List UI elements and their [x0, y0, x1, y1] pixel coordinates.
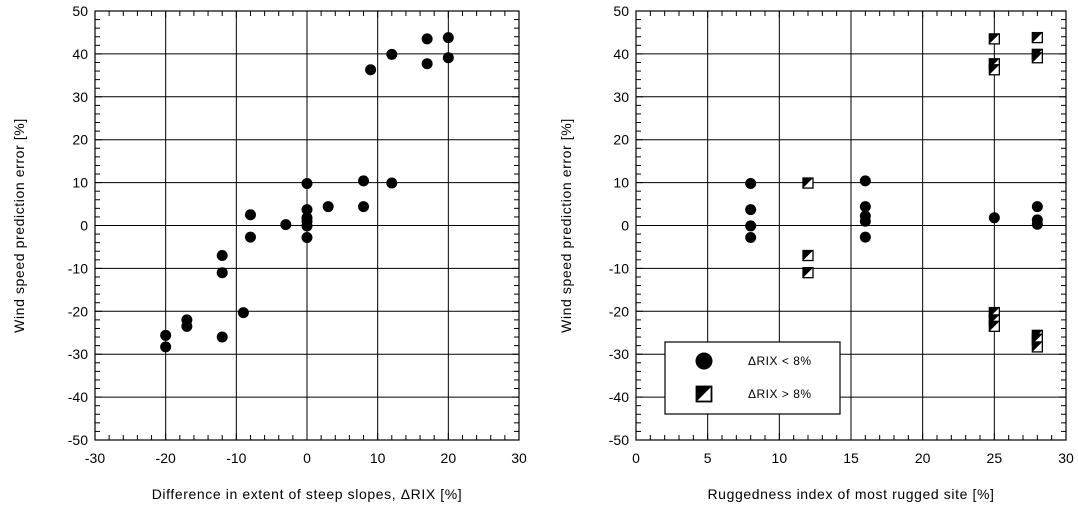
series-2 — [802, 31, 1043, 353]
data-point — [1031, 201, 1043, 213]
data-point — [160, 341, 172, 353]
y-tick-label: -30 — [68, 346, 88, 362]
legend: ΔRIX < 8% ΔRIX > 8% — [664, 341, 841, 415]
y-tick-label: 0 — [80, 218, 88, 234]
y-tick-label: -40 — [609, 389, 629, 405]
data-point — [386, 177, 398, 189]
y-axis-title: Wind speed prediction error [%] — [11, 118, 27, 333]
x-tick-label: 20 — [915, 450, 931, 466]
x-tick-label: 25 — [987, 450, 1003, 466]
legend-label: ΔRIX < 8% — [748, 354, 812, 368]
x-tick-label: 15 — [843, 450, 859, 466]
y-tick-label: 10 — [72, 175, 88, 191]
data-point — [216, 267, 228, 279]
data-point — [1031, 218, 1043, 230]
data-point — [745, 220, 757, 232]
data-point — [745, 177, 757, 189]
x-tick-label: 5 — [704, 450, 712, 466]
y-tick-label: 10 — [613, 175, 629, 191]
y-tick-label: -40 — [68, 389, 88, 405]
data-point — [244, 209, 256, 221]
legend-label: ΔRIX > 8% — [748, 387, 812, 401]
data-point — [1031, 52, 1043, 64]
data-point — [244, 231, 256, 243]
data-point — [358, 175, 370, 187]
y-tick-label: 50 — [72, 3, 88, 19]
y-tick-label: 0 — [621, 218, 629, 234]
y-tick-label: -10 — [609, 260, 629, 276]
x-tick-label: 10 — [370, 450, 386, 466]
x-axis-title: Difference in extent of steep slopes, ΔR… — [152, 486, 463, 502]
data-point — [421, 33, 433, 45]
legend-marker — [695, 352, 713, 370]
data-point — [181, 320, 193, 332]
data-point — [301, 220, 313, 232]
data-point — [988, 33, 1000, 45]
y-tick-label: 30 — [613, 89, 629, 105]
data-point — [988, 64, 1000, 76]
chart-1: -30 -20 -10 0 10 20 30 -50 -40 -30 -20 -10 0 10 20 30 40… — [11, 3, 527, 502]
x-tick-label: 30 — [511, 450, 527, 466]
x-tick-label: 0 — [632, 450, 640, 466]
y-tick-label: -50 — [68, 432, 88, 448]
data-point — [745, 204, 757, 216]
legend-box — [664, 341, 841, 415]
data-point — [745, 232, 757, 244]
x-tick-label: 0 — [303, 450, 311, 466]
data-point — [442, 52, 454, 64]
x-tick-label: -30 — [85, 450, 105, 466]
data-point — [365, 64, 377, 76]
y-tick-label: 30 — [72, 89, 88, 105]
y-tick-label: 20 — [613, 132, 629, 148]
data-point — [301, 204, 313, 216]
data-point — [859, 175, 871, 187]
x-tick-label: 20 — [441, 450, 457, 466]
data-point — [216, 331, 228, 343]
data-point — [322, 201, 334, 213]
plot-frame — [94, 10, 520, 441]
data-point — [237, 307, 249, 319]
series-1 — [745, 175, 1043, 244]
x-tick-label: 30 — [1058, 450, 1074, 466]
data-point — [802, 267, 814, 279]
chart-2: 0 5 10 15 20 25 30 -50 -40 -30 -20 -10 0 10 20 30 40 50 Ru… — [558, 3, 1074, 502]
series-1 — [160, 32, 454, 353]
x-tick-label: -10 — [226, 450, 246, 466]
data-point — [301, 177, 313, 189]
data-point — [358, 201, 370, 213]
y-tick-label: -20 — [609, 303, 629, 319]
data-point — [216, 250, 228, 262]
x-tick-label: -20 — [156, 450, 176, 466]
data-point — [442, 32, 454, 44]
data-point — [859, 201, 871, 213]
y-tick-label: -30 — [609, 346, 629, 362]
data-point — [386, 48, 398, 60]
data-point — [1031, 31, 1043, 44]
data-point — [802, 177, 814, 189]
y-tick-label: 40 — [72, 46, 88, 62]
x-tick-label: 10 — [772, 450, 788, 466]
data-point — [802, 249, 814, 262]
data-point — [280, 219, 292, 231]
y-tick-label: -50 — [609, 432, 629, 448]
data-point — [988, 212, 1000, 224]
data-point — [859, 215, 871, 227]
y-tick-label: 40 — [613, 46, 629, 62]
y-tick-label: -20 — [68, 303, 88, 319]
y-axis-title: Wind speed prediction error [%] — [558, 118, 574, 333]
y-tick-label: -10 — [68, 260, 88, 276]
data-point — [988, 320, 1000, 332]
data-point — [1031, 341, 1043, 353]
plot-frame — [635, 10, 1067, 441]
data-point — [160, 329, 172, 341]
legend-marker — [695, 385, 713, 403]
data-point — [301, 232, 313, 244]
data-point — [421, 58, 433, 70]
y-tick-label: 50 — [613, 3, 629, 19]
y-tick-label: 20 — [72, 132, 88, 148]
x-axis-title: Ruggedness index of most rugged site [%] — [707, 486, 994, 502]
data-point — [859, 231, 871, 243]
